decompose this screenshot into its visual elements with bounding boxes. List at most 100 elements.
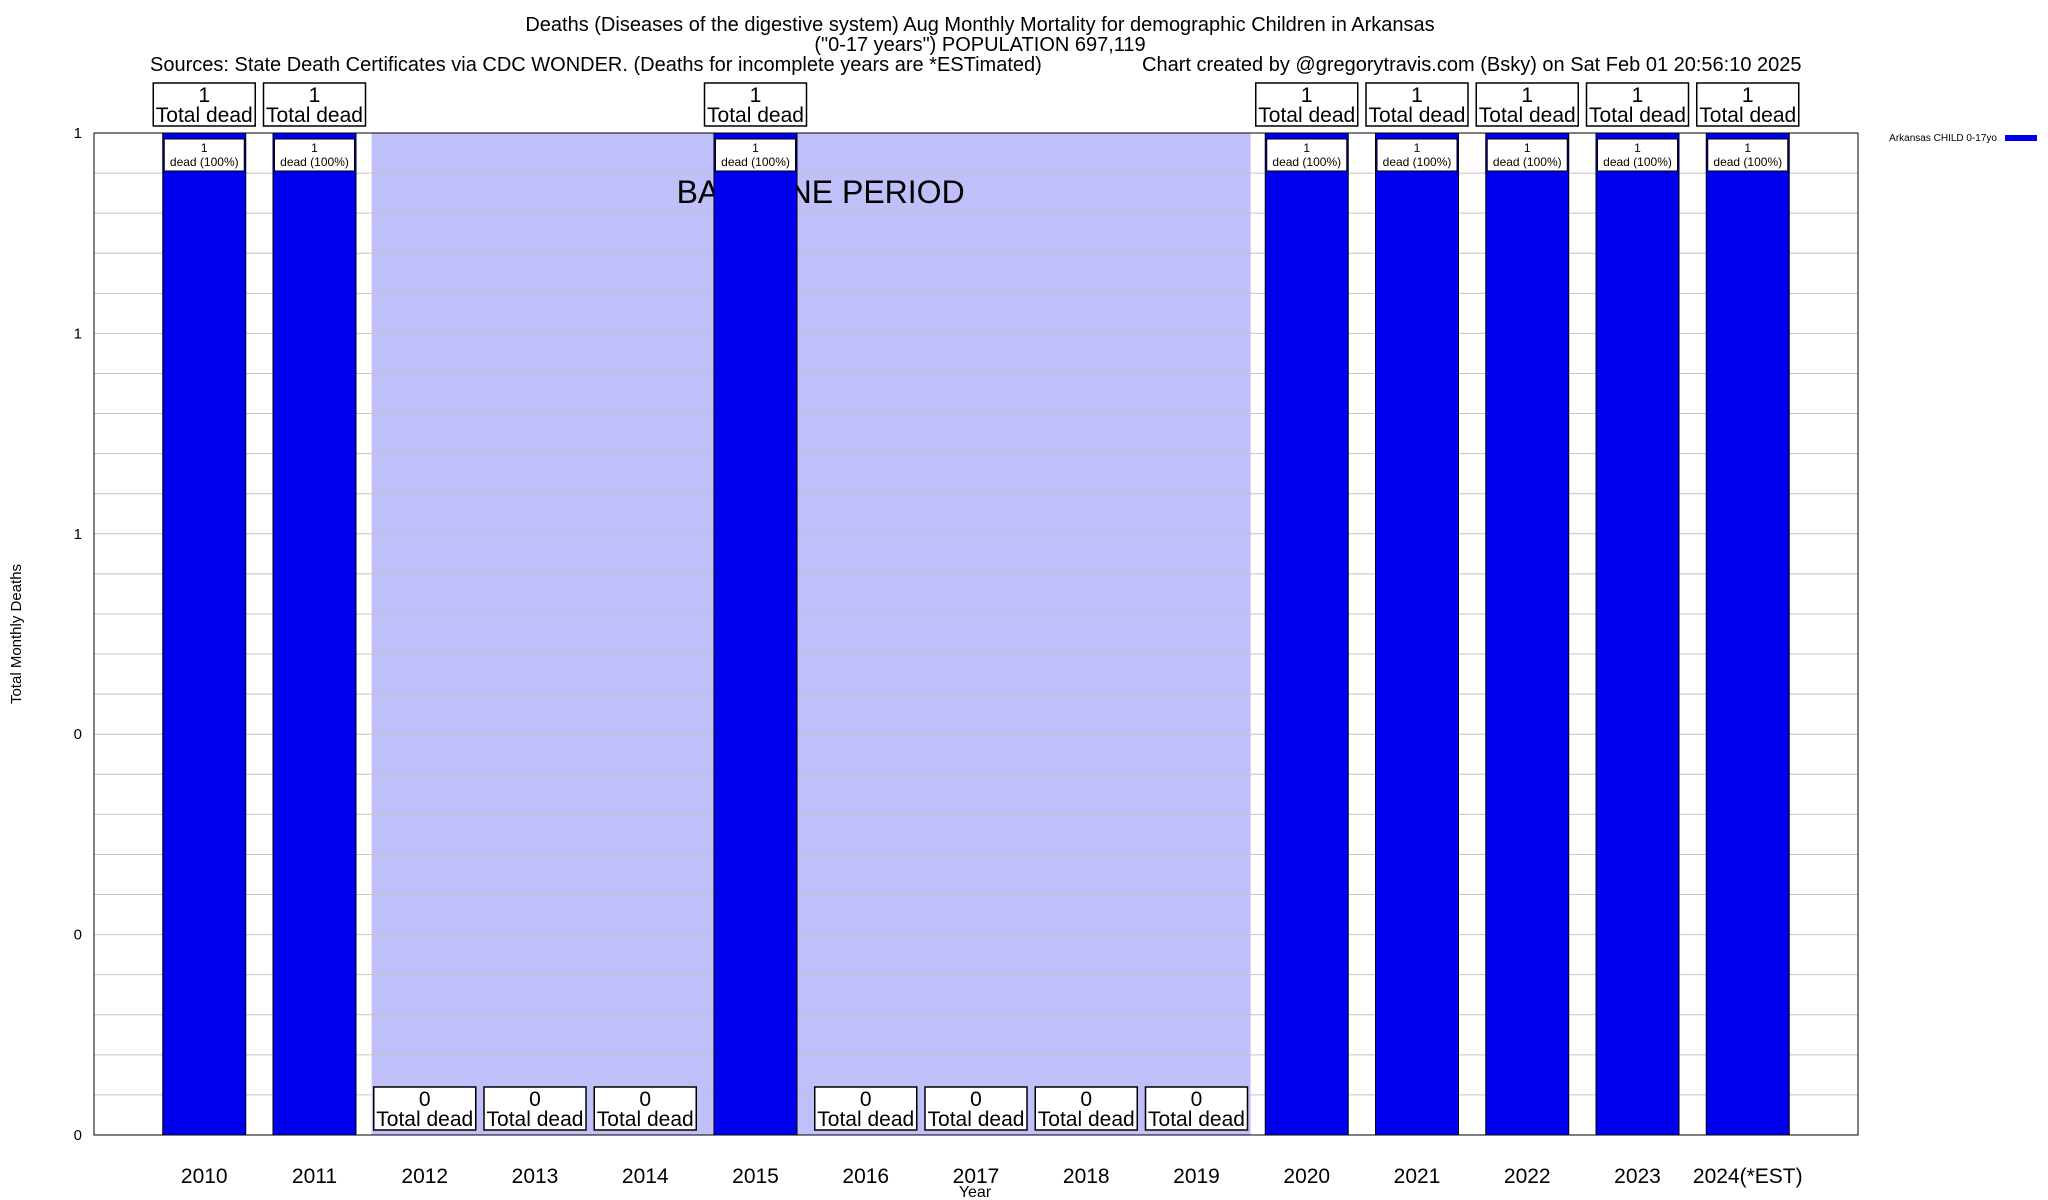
x-tick-label: 2014: [622, 1165, 669, 1188]
x-axis-title: Year: [959, 1184, 992, 1200]
bar-inner-label-number: 1: [1524, 141, 1531, 155]
y-tick-label: 1: [74, 325, 82, 342]
total-dead-text: Total dead: [707, 104, 804, 127]
chart-credit: Chart created by @gregorytravis.com (Bsk…: [1142, 54, 1802, 76]
y-tick-label: 0: [74, 1127, 82, 1144]
bar-inner-label-box: [1266, 138, 1348, 172]
bar-inner-label-box: [274, 138, 355, 172]
bar-inner-label-text: dead (100%): [1383, 155, 1452, 169]
total-dead-number: 1: [750, 84, 762, 107]
total-dead-number: 0: [1191, 1088, 1203, 1111]
x-tick-label: 2012: [401, 1165, 448, 1188]
bar-inner-label-text: dead (100%): [721, 155, 790, 169]
bar-inner-label-number: 1: [1303, 141, 1310, 155]
total-dead-text: Total dead: [1038, 1108, 1135, 1131]
bar-inner-label-text: dead (100%): [170, 155, 239, 169]
total-dead-box: [703, 82, 808, 127]
total-dead-box: [924, 1086, 1028, 1131]
chart-title-line2: ("0-17 years") POPULATION 697,119: [814, 34, 1146, 56]
y-tick-label: 0: [74, 927, 82, 944]
total-dead-box: [1475, 82, 1579, 127]
total-dead-number: 1: [1632, 84, 1644, 107]
total-dead-number: 1: [1521, 84, 1533, 107]
total-dead-text: Total dead: [597, 1108, 694, 1131]
total-dead-box: [1255, 82, 1359, 127]
x-tick-label: 2021: [1394, 1165, 1441, 1188]
y-tick-label: 1: [74, 526, 82, 543]
x-tick-label: 2011: [292, 1165, 337, 1188]
bar-inner-label-text: dead (100%): [1272, 155, 1341, 169]
bar-inner-label-number: 1: [1414, 141, 1421, 155]
bar: [272, 132, 357, 1136]
legend-swatch: [2005, 135, 2037, 141]
total-dead-text: Total dead: [1148, 1108, 1245, 1131]
bar-inner-label-text: dead (100%): [1603, 155, 1672, 169]
bar-inner-label-box: [715, 138, 796, 172]
x-tick-label: 2013: [512, 1165, 559, 1188]
total-dead-text: Total dead: [487, 1108, 584, 1131]
total-dead-box: [593, 1086, 697, 1131]
x-tick-label: 2019: [1173, 1165, 1220, 1188]
bar-inner-label-number: 1: [201, 141, 208, 155]
total-dead-text: Total dead: [817, 1108, 914, 1131]
total-dead-text: Total dead: [1258, 104, 1355, 127]
total-dead-box: [483, 1086, 587, 1131]
x-tick-label: 2018: [1063, 1165, 1110, 1188]
legend-label: Arkansas CHILD 0-17yo: [1889, 133, 1997, 144]
bar-inner-label-number: 1: [1744, 141, 1751, 155]
bar-inner-label-box: [1486, 138, 1568, 172]
total-dead-box: [152, 82, 256, 127]
x-tick-label: 2010: [181, 1165, 228, 1188]
x-tick-label: 2024(*EST): [1693, 1165, 1803, 1188]
total-dead-box: [262, 82, 367, 127]
total-dead-box: [1365, 82, 1469, 127]
total-dead-box: [373, 1086, 477, 1131]
bar: [1595, 132, 1680, 1136]
total-dead-number: 0: [1080, 1088, 1092, 1111]
plot-frame: [93, 132, 1859, 1136]
total-dead-text: Total dead: [1479, 104, 1576, 127]
bar: [1375, 132, 1459, 1136]
total-dead-number: 1: [309, 84, 321, 107]
bar: [162, 132, 247, 1136]
x-tick-label: 2017: [953, 1165, 1000, 1188]
total-dead-number: 1: [1742, 84, 1754, 107]
y-tick-label: 1: [74, 125, 82, 142]
x-tick-label: 2015: [732, 1165, 779, 1188]
total-dead-number: 1: [1301, 84, 1313, 107]
total-dead-number: 1: [198, 84, 210, 107]
total-dead-text: Total dead: [376, 1108, 473, 1131]
y-axis-title: Total Monthly Deaths: [8, 564, 25, 704]
bar-inner-label-box: [1376, 138, 1458, 172]
bar-inner-label-box: [1707, 138, 1789, 172]
total-dead-box: [1144, 1086, 1249, 1131]
total-dead-box: [814, 1086, 918, 1131]
bar: [713, 132, 798, 1136]
chart-title-line1: Deaths (Diseases of the digestive system…: [525, 14, 1435, 36]
total-dead-text: Total dead: [1699, 104, 1796, 127]
total-dead-box: [1034, 1086, 1138, 1131]
total-dead-number: 0: [860, 1088, 872, 1111]
total-dead-number: 0: [970, 1088, 982, 1111]
bar-inner-label-text: dead (100%): [280, 155, 349, 169]
bar-inner-label-box: [163, 138, 245, 172]
x-tick-label: 2023: [1614, 1165, 1661, 1188]
total-dead-box: [1585, 82, 1690, 127]
x-tick-label: 2022: [1504, 1165, 1551, 1188]
total-dead-number: 0: [419, 1088, 431, 1111]
x-tick-label: 2016: [842, 1165, 889, 1188]
bar-inner-label-number: 1: [752, 141, 759, 155]
chart-sources: Sources: State Death Certificates via CD…: [150, 54, 1042, 76]
total-dead-text: Total dead: [156, 104, 253, 127]
bar-inner-label-number: 1: [1634, 141, 1641, 155]
x-tick-label: 2020: [1283, 1165, 1330, 1188]
bar: [1705, 132, 1790, 1136]
total-dead-number: 1: [1411, 84, 1423, 107]
total-dead-text: Total dead: [266, 104, 363, 127]
total-dead-number: 0: [529, 1088, 541, 1111]
bar-inner-label-text: dead (100%): [1713, 155, 1782, 169]
total-dead-text: Total dead: [928, 1108, 1025, 1131]
baseline-period-region: [371, 133, 1251, 1135]
total-dead-number: 0: [639, 1088, 651, 1111]
